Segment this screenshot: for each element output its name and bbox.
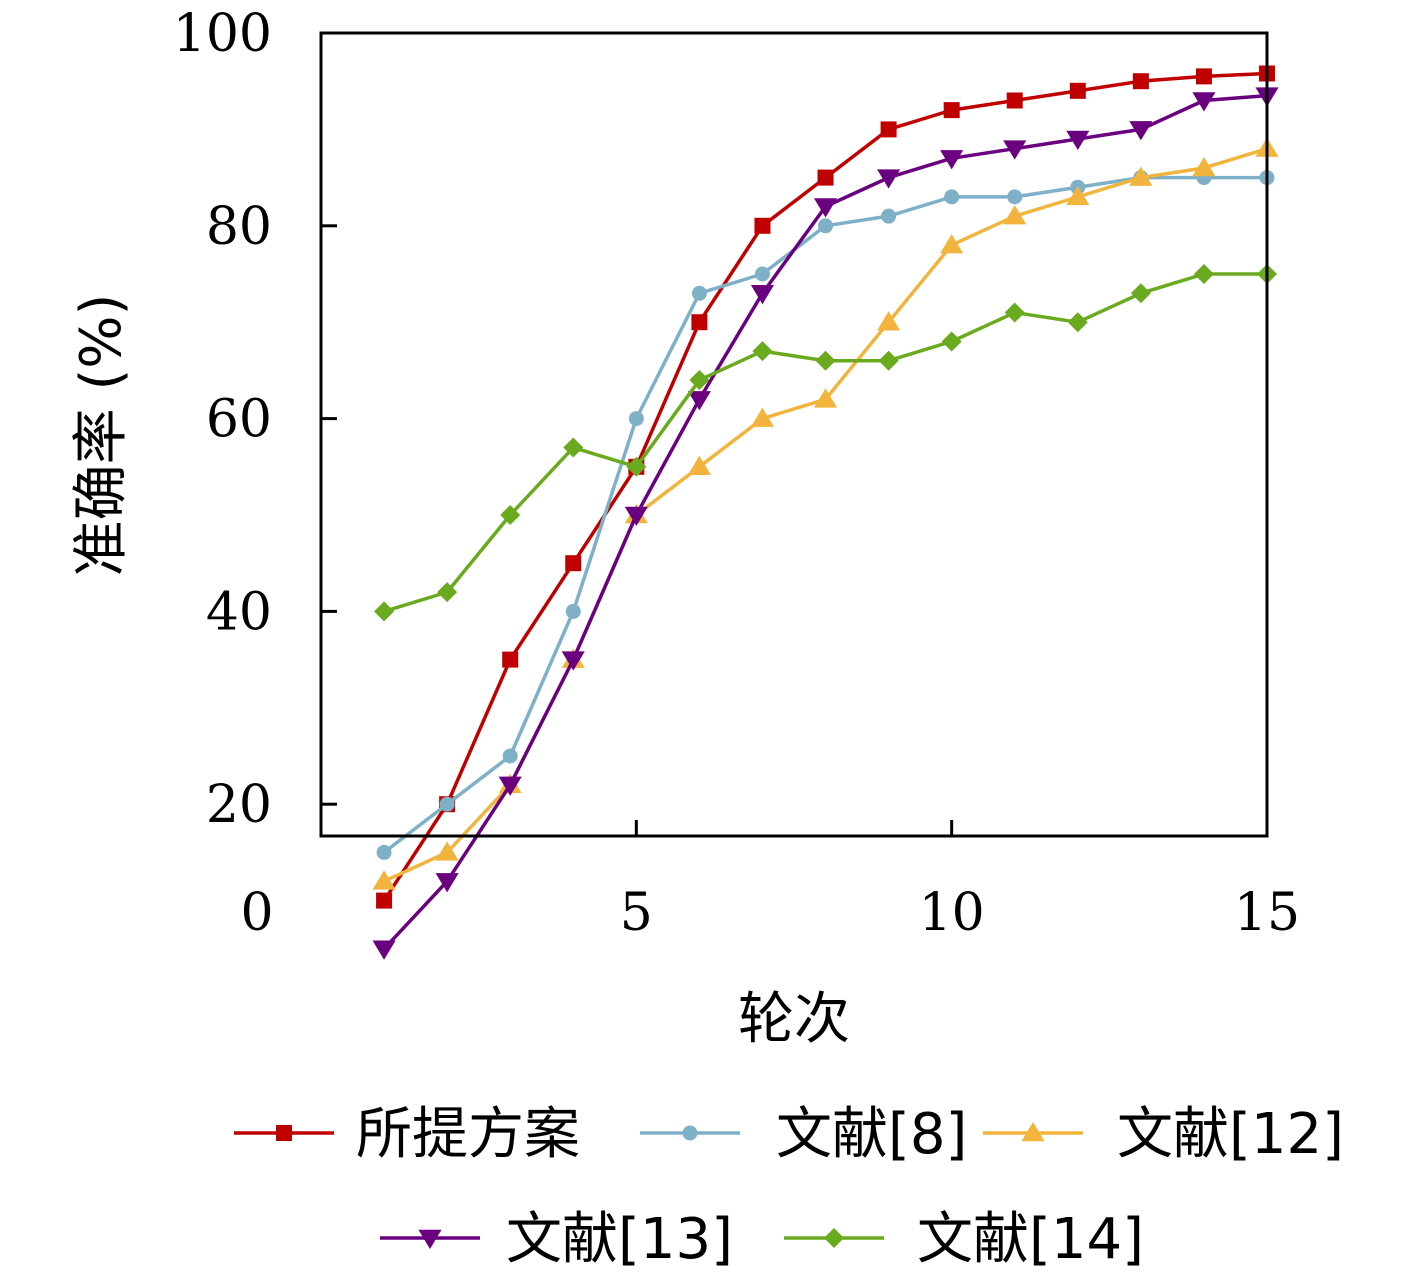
data-point xyxy=(754,266,770,282)
legend-item-3: 文献[12] xyxy=(983,1102,1344,1167)
data-point xyxy=(500,505,521,525)
data-point xyxy=(752,341,773,362)
x-tick-label: 10 xyxy=(919,883,985,943)
series-line xyxy=(383,272,1267,614)
data-point xyxy=(1066,130,1090,151)
data-point xyxy=(750,285,775,305)
legend-marker xyxy=(418,1229,442,1249)
data-point xyxy=(687,391,711,411)
data-point xyxy=(815,350,836,371)
x-tick-label: 5 xyxy=(620,883,653,943)
data-point xyxy=(372,870,396,890)
data-point xyxy=(691,285,707,301)
data-point xyxy=(818,218,834,234)
data-point xyxy=(435,841,459,861)
data-point xyxy=(1004,302,1025,323)
y-tick-label: 60 xyxy=(206,390,272,450)
data-point xyxy=(1067,312,1088,333)
legend-marker xyxy=(824,1228,844,1248)
data-point xyxy=(880,121,897,138)
data-point xyxy=(877,169,901,189)
data-point xyxy=(817,169,834,186)
data-point xyxy=(940,234,964,254)
y-tick-label: 100 xyxy=(173,4,272,64)
data-point xyxy=(565,603,581,619)
data-point xyxy=(687,455,711,476)
legend-marker xyxy=(276,1125,292,1141)
series-line xyxy=(382,71,1268,902)
data-point xyxy=(941,331,962,352)
y-tick-label: 80 xyxy=(206,197,272,257)
data-point xyxy=(437,582,458,603)
series-layer xyxy=(372,65,1279,960)
legend-item-4: 文献[13] xyxy=(380,1207,733,1272)
data-point xyxy=(1006,92,1023,109)
series-5 xyxy=(374,264,1277,622)
legend-label: 文献[13] xyxy=(506,1207,733,1272)
tick-layer: 0 5 10 15 20 40 60 80 100 xyxy=(173,4,1300,943)
data-point xyxy=(754,217,771,234)
data-point xyxy=(944,189,960,205)
legend-marker xyxy=(682,1125,698,1141)
data-point xyxy=(1193,264,1214,284)
legend-label: 文献[12] xyxy=(1117,1102,1344,1167)
data-point xyxy=(376,844,392,860)
data-point xyxy=(689,370,710,391)
data-point xyxy=(1130,283,1151,304)
legend-item-5: 文献[14] xyxy=(784,1207,1144,1272)
data-point xyxy=(813,198,838,218)
data-point xyxy=(943,102,960,119)
data-point xyxy=(877,311,901,331)
x-tick-label: 0 xyxy=(240,883,273,943)
data-point xyxy=(374,601,395,622)
data-point xyxy=(750,407,775,427)
legend-label: 所提方案 xyxy=(356,1102,580,1167)
data-point xyxy=(1192,156,1216,177)
plot-frame xyxy=(319,31,1269,838)
data-point xyxy=(881,208,897,224)
x-axis-title: 轮次 xyxy=(738,987,850,1052)
x-tick-label: 15 xyxy=(1234,883,1300,943)
y-axis-title: 准确率 (%) xyxy=(69,294,134,577)
data-point xyxy=(561,651,585,671)
data-point xyxy=(502,651,519,668)
data-point xyxy=(1132,73,1149,90)
legend-label: 文献[8] xyxy=(776,1102,967,1167)
series-4 xyxy=(372,87,1279,960)
data-point xyxy=(1129,121,1153,141)
data-point xyxy=(691,314,708,331)
data-point xyxy=(435,873,459,893)
legend-marker xyxy=(1021,1122,1045,1142)
data-point xyxy=(1195,68,1212,85)
data-point xyxy=(376,892,393,909)
y-tick-label: 20 xyxy=(206,775,272,835)
data-point xyxy=(1003,205,1027,225)
series-2 xyxy=(376,170,1275,860)
data-point xyxy=(813,388,838,408)
data-point xyxy=(439,796,455,812)
legend-item-1: 所提方案 xyxy=(234,1102,580,1167)
data-point xyxy=(626,456,647,477)
data-point xyxy=(878,350,899,371)
y-tick-label: 40 xyxy=(206,582,272,642)
data-point xyxy=(1069,82,1086,99)
data-point xyxy=(1007,189,1023,205)
legend: 所提方案 文献[8] 文献[12] 文献[13] 文献[14] xyxy=(234,1102,1344,1272)
data-point xyxy=(624,506,648,526)
legend-item-2: 文献[8] xyxy=(640,1102,967,1167)
data-point xyxy=(1192,92,1216,112)
data-point xyxy=(502,748,518,764)
data-point xyxy=(940,150,964,170)
data-point xyxy=(498,776,522,796)
data-point xyxy=(628,411,644,427)
data-point xyxy=(1066,185,1090,206)
axis-title-layer: 轮次 准确率 (%) xyxy=(69,294,850,1052)
legend-label: 文献[14] xyxy=(917,1207,1144,1272)
data-point xyxy=(563,437,584,458)
data-point xyxy=(565,555,582,572)
data-point xyxy=(1129,166,1153,186)
data-point xyxy=(372,940,396,960)
data-point xyxy=(1003,140,1027,160)
